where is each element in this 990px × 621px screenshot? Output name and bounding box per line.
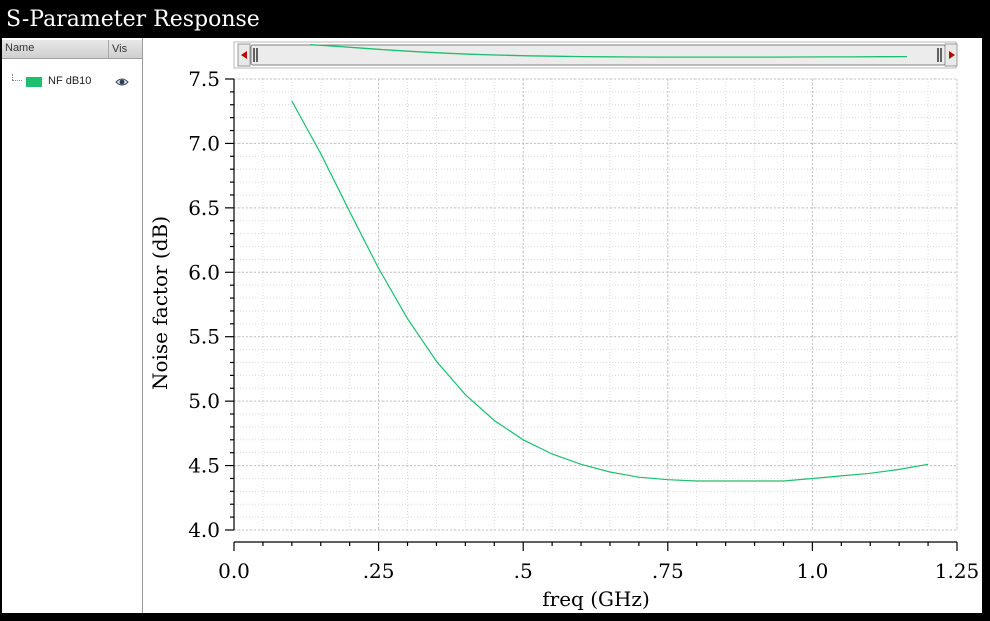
- graph-window: Name Vis NF dB10: [2, 38, 982, 613]
- overview-scrollbar[interactable]: [233, 41, 958, 69]
- scroll-right-arrow-icon: [949, 51, 955, 59]
- title-bar: S-Parameter Response: [0, 0, 982, 38]
- x-tick-label: .75: [652, 559, 684, 583]
- y-tick-label: 6.5: [188, 196, 220, 220]
- y-tick-label: 7.5: [188, 67, 220, 91]
- y-tick-label: 5.5: [188, 325, 220, 349]
- window-title: S-Parameter Response: [6, 7, 260, 32]
- tree-connector: [12, 80, 22, 82]
- x-tick-label: 1.25: [935, 559, 980, 583]
- y-tick-label: 6.0: [188, 260, 220, 284]
- legend-header: Name Vis: [2, 40, 142, 59]
- x-tick-label: .25: [363, 559, 395, 583]
- overview-trace: [309, 44, 908, 58]
- scroll-left-arrow-icon: [241, 51, 247, 59]
- legend-panel: Name Vis NF dB10: [2, 38, 143, 613]
- trace-color-swatch: [26, 77, 42, 87]
- y-tick-label: 5.0: [188, 389, 220, 413]
- plot-axes: [225, 78, 958, 551]
- y-tick-label: 4.5: [188, 454, 220, 478]
- legend-column-name[interactable]: Name: [5, 42, 35, 54]
- x-tick-label: 1.0: [796, 559, 828, 583]
- x-axis-label: freq (GHz): [542, 587, 650, 611]
- eye-icon[interactable]: [115, 77, 129, 87]
- tick-labels: 0.0 .25 .5 .75 1.0 1.25 4.0 4.5 5.0 5.5 6.0 6.5 7.0 7…: [188, 67, 979, 583]
- legend-item-label: NF dB10: [48, 75, 92, 87]
- trace-nf-db10[interactable]: [291, 100, 929, 482]
- y-tick-label: 7.0: [188, 131, 220, 155]
- x-tick-label: 0.0: [218, 559, 250, 583]
- legend-item[interactable]: NF dB10: [2, 74, 142, 92]
- y-tick-label: 4.0: [188, 518, 220, 542]
- y-axis-label: Noise factor (dB): [148, 216, 172, 390]
- x-tick-label: .5: [514, 559, 533, 583]
- tree-connector: [12, 74, 14, 80]
- legend-column-vis[interactable]: Vis: [108, 40, 127, 58]
- plot-grid: [233, 78, 958, 531]
- plot-area[interactable]: 0.0 .25 .5 .75 1.0 1.25 4.0 4.5 5.0 5.5 6.0 6.5 7.0 7…: [145, 38, 982, 613]
